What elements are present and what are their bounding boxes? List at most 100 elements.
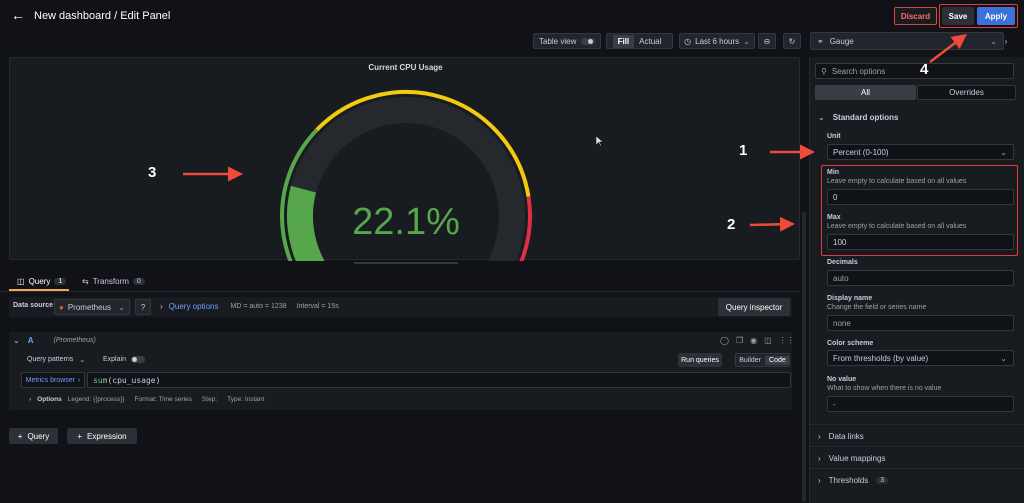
gauge-value-text: 22.1% [352,201,460,243]
fill-button[interactable]: Fill [612,34,635,48]
tab-overrides[interactable]: Overrides [917,85,1016,100]
section-divider [810,424,1024,425]
chevron-down-icon: ⌄ [990,36,997,46]
gauge-chart: 22.1% [280,90,532,261]
unit-value: Percent (0-100) [833,147,889,157]
help-icon: ? [140,302,146,312]
visualization-picker[interactable]: ⚭ Gauge ⌄ [810,32,1004,50]
display-name-description: Change the field or series name [827,304,927,311]
standard-options-header[interactable]: ⌄ Standard options [818,113,898,122]
value-mappings-header[interactable]: › Value mappings [818,454,885,463]
drag-handle-icon[interactable]: ⋮⋮ [778,336,795,345]
max-label: Max [827,214,841,221]
builder-button[interactable]: Builder [739,356,762,364]
editor-scrollbar[interactable] [802,212,806,502]
gauge-icon: ⚭ [817,36,824,46]
chevron-right-icon: › [29,396,32,403]
panel-resize-handle[interactable] [354,262,458,264]
run-queries-button[interactable]: Run queries [678,353,722,367]
decimals-input[interactable]: auto [827,270,1014,286]
query-row-header[interactable]: ⌄ A (Prometheus) [13,336,96,345]
database-icon: ◫ [17,276,25,286]
tab-transform[interactable]: ⇆ Transform 0 [82,273,145,289]
save-button[interactable]: Save [942,7,974,25]
query-source: (Prometheus) [53,337,96,344]
time-range-label: Last 6 hours [695,36,740,46]
fill-actual-group: Fill Actual [606,33,673,49]
annotation-number-1: 1 [739,142,748,159]
annotation-number-4: 4 [920,61,929,78]
chevron-right-icon: › [818,476,821,485]
query-patterns-dropdown[interactable]: Query patterns ⌄ [27,356,85,364]
query-inspector-button[interactable]: Query inspector [718,298,790,316]
prometheus-icon: ● [59,302,64,312]
data-source-picker[interactable]: ● Prometheus ⌄ [54,299,130,315]
display-name-input[interactable]: none [827,315,1014,331]
toggle-switch[interactable] [581,37,596,45]
max-input[interactable]: 100 [827,234,1014,250]
step-info: Step: [201,396,218,403]
no-value-label: No value [827,376,857,383]
tab-transform-label: Transform [92,276,129,286]
query-options-summary[interactable]: › Options Legend: {{process}} Format: Ti… [29,396,264,403]
eye-icon[interactable]: ◉ [750,336,758,345]
chevron-down-icon: ⌄ [1000,147,1007,157]
chevron-right-icon: › [818,454,821,463]
query-row-actions: ◯ ❐ ◉ ◫ ⋮⋮ [720,336,795,345]
data-links-header[interactable]: › Data links [818,432,864,441]
copy-icon[interactable]: ❐ [735,336,744,345]
toggle-switch[interactable] [130,356,145,363]
no-value-value: - [833,399,836,409]
metrics-browser-button[interactable]: Metrics browser › [21,372,85,388]
max-description: Leave empty to calculate based on all va… [827,223,967,230]
tab-query[interactable]: ◫ Query 1 [9,273,74,289]
unit-select[interactable]: Percent (0-100) ⌄ [827,144,1014,160]
time-range-picker[interactable]: ◷ Last 6 hours ⌄ [679,33,755,49]
color-scheme-value: From thresholds (by value) [833,353,929,363]
section-divider [810,446,1024,447]
query-function: sum [93,375,108,385]
query-options-toggle[interactable]: › Query options MD = auto = 1238 Interva… [160,302,339,311]
add-expression-button[interactable]: + Expression [67,428,137,444]
discard-button[interactable]: Discard [894,7,937,25]
tab-all[interactable]: All [815,85,916,100]
collapse-options-button[interactable]: › [1000,34,1012,48]
search-options-input[interactable]: ⚲ Search options [815,63,1014,79]
unit-label: Unit [827,133,841,140]
mouse-cursor-icon [596,136,604,147]
help-circle-icon[interactable]: ◯ [720,336,729,345]
explain-toggle[interactable]: Explain [103,356,145,363]
add-query-button[interactable]: + Query [9,428,58,444]
thresholds-header[interactable]: › Thresholds 3 [818,476,889,485]
min-input[interactable]: 0 [827,189,1014,205]
explain-label: Explain [103,356,126,363]
color-scheme-select[interactable]: From thresholds (by value) ⌄ [827,350,1014,366]
table-view-toggle[interactable]: Table view [533,33,601,49]
query-argument: (cpu_usage) [107,375,161,385]
apply-button[interactable]: Apply [977,7,1015,25]
thresholds-title: Thresholds [828,476,869,485]
actual-button[interactable]: Actual [639,36,662,46]
query-editor[interactable]: sum (cpu_usage) [87,372,791,388]
top-bar: ← New dashboard / Edit Panel Discard Sav… [0,0,1024,32]
chevron-down-icon: ⌄ [13,336,20,345]
thresholds-count-badge: 3 [876,477,889,484]
chevron-down-icon: ⌄ [818,113,825,122]
query-count-badge: 1 [54,277,67,285]
zoom-out-button[interactable]: ⊖ [758,33,776,49]
help-button[interactable]: ? [135,299,151,315]
min-label: Min [827,169,840,176]
builder-code-toggle: Builder Code [735,353,790,367]
search-placeholder: Search options [831,66,886,76]
gauge-value-arc [287,185,325,261]
interval-info: Interval = 15s [296,303,339,310]
max-value: 100 [833,237,847,247]
trash-icon[interactable]: ◫ [764,336,772,345]
refresh-button[interactable]: ↻ [783,33,801,49]
back-arrow-icon[interactable]: ← [11,7,25,23]
no-value-input[interactable]: - [827,396,1014,412]
add-query-label: Query [27,431,50,441]
chevron-right-icon: › [818,432,821,441]
highlight-box-min-max [821,165,1018,256]
code-button[interactable]: Code [765,355,790,365]
